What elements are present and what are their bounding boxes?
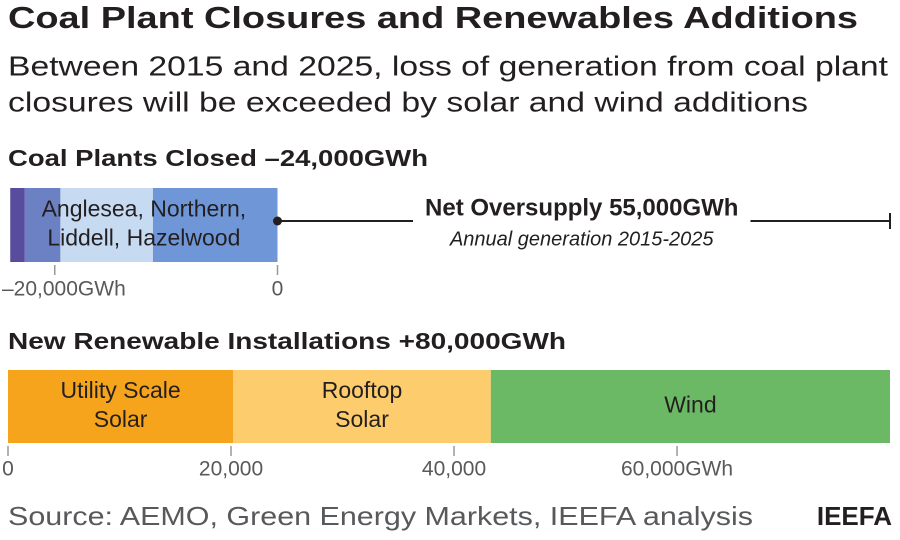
subtitle: Between 2015 and 2025, loss of generatio… (8, 50, 888, 81)
x-tick-label: 60,000GWh (621, 458, 733, 481)
x-tick-label: 20,000 (199, 458, 263, 481)
source: Source: AEMO, Green Energy Markets, IEEF… (8, 501, 753, 531)
x-tick-label: –20,000GWh (2, 278, 126, 301)
chart-title: Coal Plant Closures and Renewables Addit… (8, 0, 858, 35)
segment-label: Wind (664, 392, 716, 418)
bar-label: Liddell, Hazelwood (47, 225, 240, 251)
x-tick-label: 40,000 (422, 458, 486, 481)
brand: IEEFA (817, 501, 892, 531)
section-heading: New Renewable Installations +80,000GWh (8, 328, 566, 354)
bar-segment (8, 370, 234, 443)
section-heading: Coal Plants Closed –24,000GWh (8, 145, 428, 171)
bar-segment (152, 188, 278, 262)
segment-label: Solar (94, 406, 148, 432)
bar-segment (233, 370, 491, 443)
segment-label: Solar (335, 406, 389, 432)
annotation-title: Net Oversupply 55,000GWh (425, 194, 738, 221)
x-tick-label: 0 (272, 278, 284, 301)
bracket-dot (273, 216, 282, 226)
bar-segment (60, 188, 153, 262)
bar-segment (490, 370, 890, 443)
bar-segment (24, 188, 61, 262)
segment-label: Utility Scale (61, 377, 181, 403)
bar-label: Anglesea, Northern, (42, 196, 247, 222)
x-tick-label: 0 (2, 458, 14, 481)
annotation-subtitle: Annual generation 2015-2025 (449, 228, 714, 250)
subtitle: closures will be exceeded by solar and w… (8, 86, 808, 117)
segment-label: Rooftop (322, 377, 403, 403)
bar-segment (10, 188, 25, 262)
